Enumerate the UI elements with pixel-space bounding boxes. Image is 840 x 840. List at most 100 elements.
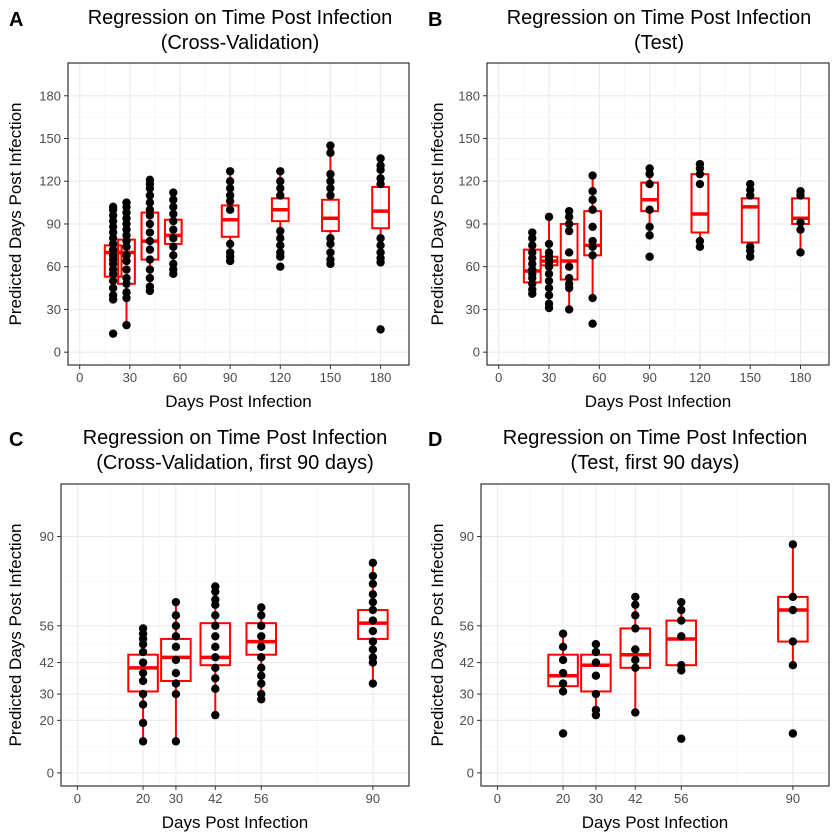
data-point (788, 592, 798, 602)
x-tick-label: 150 (739, 370, 761, 385)
y-tick-label: 150 (39, 131, 61, 146)
data-point (746, 242, 755, 251)
data-point (645, 231, 654, 240)
data-point (695, 159, 705, 169)
data-point (122, 273, 131, 283)
data-point (564, 305, 574, 314)
data-point (211, 632, 220, 641)
points-day-42 (145, 175, 155, 296)
data-point (257, 653, 266, 662)
data-point (169, 242, 178, 251)
x-tick-label: 0 (74, 791, 81, 806)
data-point (591, 689, 601, 699)
data-point (645, 205, 654, 214)
data-point (376, 154, 385, 163)
data-point (138, 718, 148, 728)
x-tick-label: 90 (366, 791, 380, 806)
data-point (588, 187, 597, 196)
data-point (169, 259, 178, 269)
panel-letter: A (9, 9, 23, 31)
y-tick-label: 42 (40, 655, 54, 670)
data-point (528, 241, 537, 250)
data-point (558, 687, 568, 696)
y-tick-label: 0 (467, 765, 474, 780)
data-point (169, 251, 178, 260)
x-axis-label: Days Post Infection (165, 392, 311, 411)
data-point (376, 248, 385, 257)
data-point (225, 191, 235, 200)
data-point (145, 245, 155, 254)
points-day-56 (169, 188, 178, 279)
data-point (788, 637, 798, 646)
data-point (544, 299, 554, 308)
chart-title-line-1: Regression on Time Post Infection (503, 427, 808, 449)
data-point (326, 184, 335, 193)
data-point (326, 234, 335, 243)
x-tick-label: 30 (123, 370, 137, 385)
points-day-30 (591, 639, 601, 720)
data-point (796, 218, 805, 227)
points-day-20 (528, 228, 537, 298)
data-point (169, 234, 178, 243)
data-point (138, 668, 148, 678)
data-point (138, 700, 148, 709)
data-point (211, 642, 220, 652)
data-point (631, 663, 640, 673)
y-tick-label: 180 (39, 88, 61, 103)
data-point (145, 219, 155, 229)
data-point (145, 255, 155, 264)
data-point (257, 603, 266, 612)
x-tick-label: 56 (674, 791, 688, 806)
x-axis-label: Days Post Infection (582, 813, 728, 832)
data-point (211, 595, 220, 604)
data-point (564, 206, 574, 216)
x-tick-label: 90 (786, 791, 800, 806)
box-iqr (321, 198, 340, 233)
data-point (257, 663, 266, 673)
data-point (588, 195, 597, 204)
data-point (588, 236, 597, 246)
data-point (368, 645, 378, 654)
x-tick-label: 30 (542, 370, 556, 385)
data-point (558, 729, 568, 738)
y-tick-label: 30 (47, 302, 61, 317)
points-day-28 (122, 198, 131, 330)
y-tick-label: 20 (40, 713, 54, 728)
data-point (796, 225, 805, 234)
points-day-30 (171, 597, 181, 746)
x-tick-label: 20 (556, 791, 570, 806)
y-tick-label: 30 (40, 687, 54, 702)
data-point (211, 653, 220, 662)
data-point (211, 611, 220, 620)
panel-letter: B (428, 9, 442, 31)
data-point (171, 689, 181, 699)
data-point (368, 597, 378, 607)
x-tick-label: 20 (136, 791, 150, 806)
data-point (788, 540, 798, 549)
data-point (122, 198, 131, 207)
data-point (138, 689, 148, 699)
data-point (544, 239, 554, 249)
data-point (645, 252, 654, 261)
data-point (257, 689, 266, 699)
data-point (788, 605, 798, 615)
data-point (544, 290, 554, 300)
points-day-42 (631, 592, 640, 717)
y-tick-label: 0 (47, 765, 54, 780)
data-point (544, 283, 554, 293)
y-axis-label: Predicted Days Post Infection (6, 523, 25, 746)
points-day-90 (645, 164, 654, 261)
y-axis-label: Predicted Days Post Infection (428, 523, 447, 746)
data-point (695, 179, 705, 189)
data-point (171, 611, 181, 620)
data-point (368, 579, 378, 588)
data-point (145, 236, 155, 246)
data-point (326, 255, 335, 264)
data-point (138, 624, 148, 633)
data-point (169, 202, 178, 212)
panel-letter: C (9, 429, 23, 451)
points-day-42 (211, 582, 220, 720)
data-point (376, 174, 385, 183)
data-point (631, 655, 640, 665)
